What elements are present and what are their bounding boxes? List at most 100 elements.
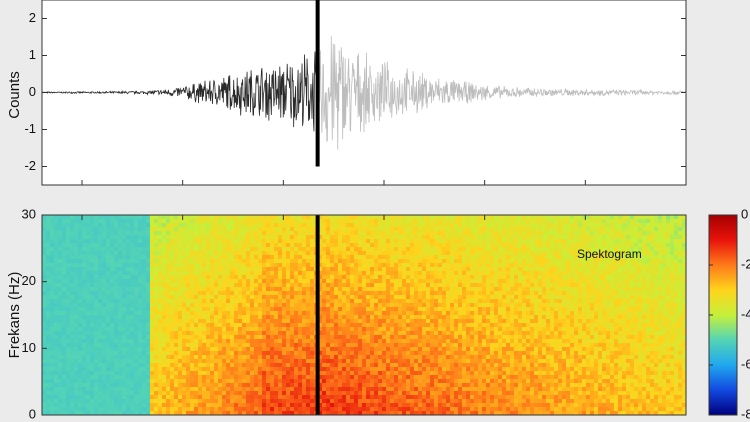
spectrogram-cell (114, 235, 119, 240)
spectrogram-cell (226, 291, 231, 296)
spectrogram-cell (338, 359, 343, 364)
spectrogram-cell (258, 319, 263, 324)
spectrogram-cell (398, 331, 403, 336)
spectrogram-cell (390, 387, 395, 392)
spectrogram-cell (330, 251, 335, 256)
spectrogram-cell (62, 375, 67, 380)
spectrogram-cell (282, 239, 287, 244)
spectrogram-cell (386, 347, 391, 352)
spectrogram-cell (118, 259, 123, 264)
spectrogram-cell (206, 327, 211, 332)
spectrogram-cell (74, 243, 79, 248)
spectrogram-cell (134, 243, 139, 248)
spectrogram-cell (278, 351, 283, 356)
spectrogram-cell (246, 323, 251, 328)
spectrogram-cell (206, 347, 211, 352)
spectrogram-cell (342, 343, 347, 348)
spectrogram-cell (230, 275, 235, 280)
spectrogram-cell (426, 319, 431, 324)
spectrogram-cell (158, 375, 163, 380)
spectrogram-cell (398, 403, 403, 408)
spectrogram-cell (242, 347, 247, 352)
spectrogram-cell (206, 299, 211, 304)
spectrogram-cell (282, 231, 287, 236)
spectrogram-cell (250, 335, 255, 340)
spectrogram-cell (174, 383, 179, 388)
spectrogram-cell (122, 339, 127, 344)
spectrogram-cell (158, 255, 163, 260)
spectrogram-cell (430, 275, 435, 280)
spectrogram-cell (158, 287, 163, 292)
spectrogram-cell (70, 319, 75, 324)
waveform-y-tick-label: -2 (24, 158, 36, 173)
spectrogram-cell (150, 287, 155, 292)
spectrogram-cell (414, 299, 419, 304)
spectrogram-cell (414, 303, 419, 308)
spectrogram-cell (58, 263, 63, 268)
spectrogram-cell (126, 391, 131, 396)
spectrogram-cell (426, 251, 431, 256)
spectrogram-cell (222, 247, 227, 252)
spectrogram-cell (382, 267, 387, 272)
spectrogram-cell (294, 383, 299, 388)
spectrogram-cell (106, 359, 111, 364)
spectrogram-cell (330, 307, 335, 312)
spectrogram-cell (290, 375, 295, 380)
spectrogram-cell (94, 255, 99, 260)
spectrogram-cell (306, 259, 311, 264)
spectrogram-cell (378, 319, 383, 324)
spectrogram-cell (230, 323, 235, 328)
spectrogram-cell (326, 275, 331, 280)
spectrogram-cell (398, 251, 403, 256)
spectrogram-cell (398, 371, 403, 376)
spectrogram-cell (342, 363, 347, 368)
spectrogram-cell (58, 323, 63, 328)
spectrogram-cell (222, 399, 227, 404)
spectrogram-cell (214, 359, 219, 364)
spectrogram-cell (382, 331, 387, 336)
spectrogram-cell (86, 295, 91, 300)
spectrogram-cell (346, 235, 351, 240)
spectrogram-cell (286, 395, 291, 400)
spectrogram-cell (198, 395, 203, 400)
spectrogram-cell (190, 243, 195, 248)
spectrogram-cell (218, 279, 223, 284)
spectrogram-cell (206, 359, 211, 364)
spectrogram-cell (290, 223, 295, 228)
spectrogram-cell (134, 343, 139, 348)
spectrogram-cell (398, 407, 403, 412)
spectrogram-cell (290, 247, 295, 252)
spectrogram-cell (354, 355, 359, 360)
spectrogram-cell (190, 407, 195, 412)
spectrogram-cell (338, 407, 343, 412)
spectrogram-cell (298, 267, 303, 272)
spectrogram-cell (382, 279, 387, 284)
spectrogram-cell (182, 255, 187, 260)
spectrogram-cell (114, 387, 119, 392)
spectrogram-cell (134, 259, 139, 264)
spectrogram-cell (346, 379, 351, 384)
spectrogram-cell (182, 247, 187, 252)
spectrogram-cell (342, 259, 347, 264)
spectrogram-cell (306, 287, 311, 292)
spectrogram-cell (182, 391, 187, 396)
spectrogram-cell (282, 335, 287, 340)
spectrogram-cell (182, 327, 187, 332)
spectrogram-cell (334, 327, 339, 332)
spectrogram-cell (174, 271, 179, 276)
spectrogram-cell (166, 243, 171, 248)
spectrogram-cell (54, 271, 59, 276)
spectrogram-cell (126, 295, 131, 300)
spectrogram-cell (262, 235, 267, 240)
spectrogram-cell (222, 299, 227, 304)
spectrogram-cell (126, 279, 131, 284)
spectrogram-cell (382, 307, 387, 312)
spectrogram-cell (274, 315, 279, 320)
spectrogram-cell (394, 263, 399, 268)
spectrogram-cell (166, 359, 171, 364)
spectrogram-cell (254, 287, 259, 292)
spectrogram-cell (50, 231, 55, 236)
spectrogram-cell (302, 383, 307, 388)
spectrogram-cell (358, 399, 363, 404)
spectrogram-cell (266, 255, 271, 260)
